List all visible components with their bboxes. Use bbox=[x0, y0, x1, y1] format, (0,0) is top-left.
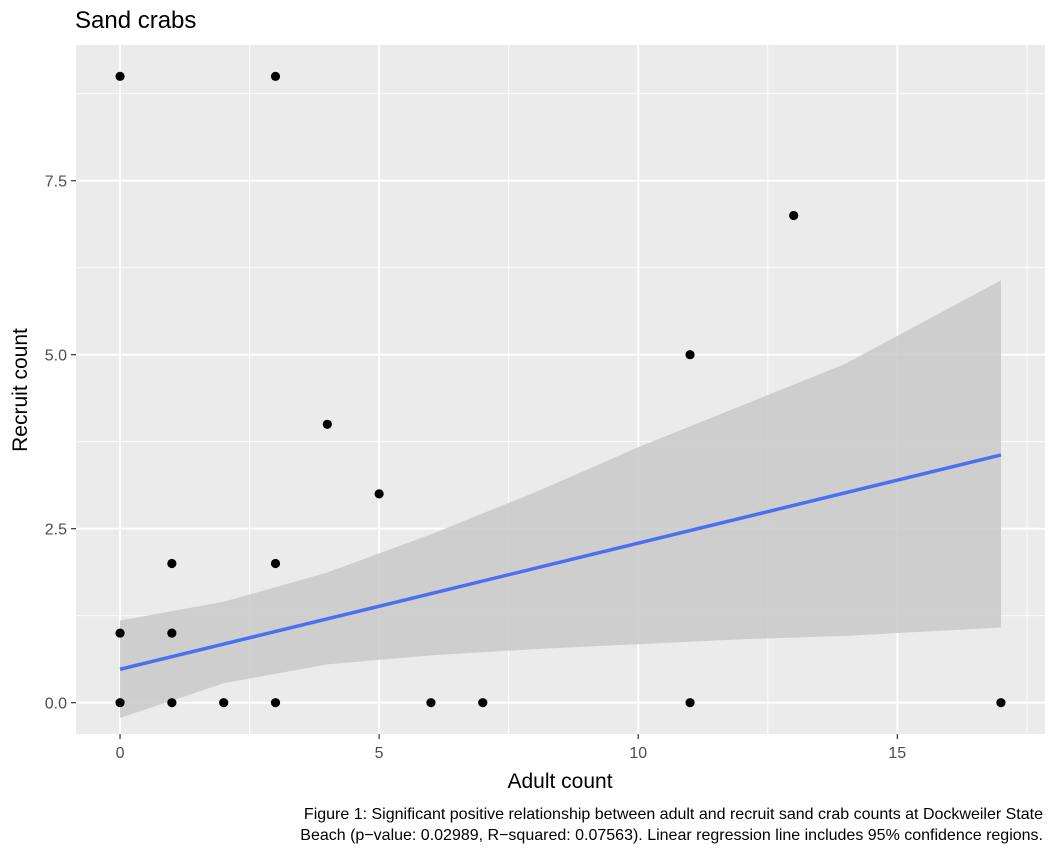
data-point bbox=[270, 71, 281, 81]
data-point bbox=[270, 698, 281, 708]
y-tick-label: 5.0 bbox=[45, 348, 67, 365]
y-tick-label: 2.5 bbox=[45, 522, 67, 539]
data-point bbox=[426, 698, 436, 708]
x-axis-label: Adult count bbox=[507, 770, 612, 793]
data-point bbox=[478, 698, 488, 708]
data-point bbox=[685, 350, 695, 360]
data-points bbox=[115, 71, 1006, 708]
data-point bbox=[219, 698, 229, 708]
figure-caption-line-1: Figure 1: Significant positive relations… bbox=[304, 806, 1043, 823]
regression-line bbox=[119, 453, 1002, 671]
data-point bbox=[167, 698, 177, 708]
data-point bbox=[996, 698, 1006, 708]
x-tick-label: 5 bbox=[375, 745, 384, 762]
data-point bbox=[685, 698, 695, 708]
confidence-band bbox=[120, 280, 1001, 718]
data-point bbox=[115, 71, 125, 81]
data-point bbox=[322, 419, 332, 429]
data-point bbox=[270, 558, 281, 569]
data-point bbox=[167, 628, 177, 638]
data-point bbox=[374, 489, 384, 499]
x-tick-label: 0 bbox=[116, 745, 125, 762]
x-tick-label: 15 bbox=[888, 745, 906, 762]
data-point bbox=[167, 558, 177, 569]
data-point bbox=[789, 210, 799, 221]
x-axis: 0 5 10 15 bbox=[116, 734, 906, 762]
x-tick-label: 10 bbox=[629, 745, 647, 762]
data-point bbox=[115, 628, 125, 638]
y-axis-label: Recruit count bbox=[9, 328, 32, 452]
data-point bbox=[115, 698, 125, 708]
y-axis: 0.0 2.5 5.0 7.5 bbox=[45, 174, 76, 713]
figure-caption-line-2: Beach (p−value: 0.02989, R−squared: 0.07… bbox=[300, 827, 1043, 844]
y-tick-label: 7.5 bbox=[45, 174, 67, 191]
y-tick-label: 0.0 bbox=[45, 696, 67, 713]
chart-title: Sand crabs bbox=[75, 7, 196, 34]
